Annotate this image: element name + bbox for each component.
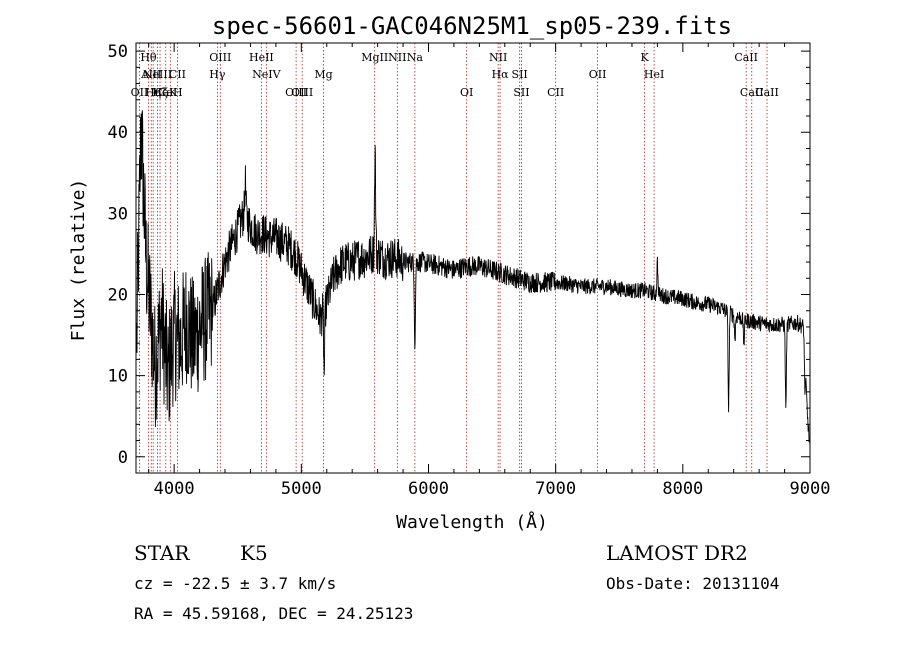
spectral-line-label: K bbox=[640, 51, 649, 64]
x-tick-label: 6000 bbox=[408, 479, 449, 499]
y-tick-label: 10 bbox=[108, 367, 128, 387]
spectral-line-label: CaK bbox=[154, 86, 178, 99]
spectral-line-label: NII bbox=[489, 51, 507, 64]
spectral-line-label: Hζ bbox=[152, 86, 168, 99]
spectral-line-label: CaII bbox=[734, 51, 758, 64]
spectral-line-label: Hα bbox=[492, 68, 510, 81]
spectral-line-label: OIII bbox=[209, 51, 231, 64]
spectral-line-label: CII bbox=[547, 86, 564, 99]
y-axis-label: Flux (relative) bbox=[68, 179, 89, 342]
survey-name: LAMOST DR2 bbox=[606, 541, 748, 565]
spectral-line-label: OIII bbox=[291, 86, 313, 99]
object-subclass: K5 bbox=[240, 541, 268, 565]
spectrum-line bbox=[136, 110, 811, 447]
spectral-line-label: HeI bbox=[644, 68, 664, 81]
y-tick-label: 20 bbox=[108, 286, 128, 306]
spectral-line-label: Hη bbox=[145, 86, 161, 99]
spectral-line-label: Mg bbox=[314, 68, 332, 81]
spectral-line-label: Na bbox=[407, 51, 424, 64]
spectral-line-label: CaII bbox=[755, 86, 779, 99]
spectral-line-label: NeIII bbox=[143, 68, 172, 81]
spectral-line-label: HeII bbox=[249, 51, 274, 64]
spectral-line-label: OII bbox=[589, 68, 607, 81]
spectral-line-label: NII bbox=[388, 51, 406, 64]
spectral-line-label: OI bbox=[460, 86, 473, 99]
spectral-line-label: CaII bbox=[740, 86, 764, 99]
x-tick-label: 7000 bbox=[535, 479, 576, 499]
coordinates: RA = 45.59168, DEC = 24.25123 bbox=[134, 604, 413, 623]
axis-tick-labels: 4000 5000 6000 7000 8000 9000 0 10 20 30 40 50 bbox=[108, 42, 831, 499]
plot-frame bbox=[135, 42, 811, 474]
y-tick-label: 40 bbox=[108, 123, 128, 143]
spectral-line-label: OII bbox=[131, 86, 149, 99]
axis-ticks bbox=[136, 43, 811, 473]
y-tick-label: 30 bbox=[108, 204, 128, 224]
chart-title: spec-56601-GAC046N25M1_sp05-239.fits bbox=[212, 12, 732, 40]
observation-date: Obs-Date: 20131104 bbox=[606, 574, 779, 593]
spectral-line-label: OIII bbox=[285, 86, 307, 99]
x-tick-label: 8000 bbox=[662, 479, 703, 499]
spectral-line-label: AlII bbox=[140, 68, 161, 81]
spectral-line-label: NeIV bbox=[252, 68, 281, 81]
spectral-line-label: SII bbox=[513, 86, 529, 99]
spectral-line-label: CaH bbox=[158, 86, 183, 99]
x-tick-label: 5000 bbox=[281, 479, 322, 499]
y-tick-label: 0 bbox=[118, 448, 128, 468]
redshift-cz: cz = -22.5 ± 3.7 km/s bbox=[134, 574, 336, 593]
spectral-line-label: SII bbox=[512, 68, 528, 81]
spectral-line-label: CII bbox=[169, 68, 186, 81]
spectral-line-label: Hγ bbox=[209, 68, 226, 81]
x-axis-label: Wavelength (Å) bbox=[396, 511, 548, 533]
object-class: STAR bbox=[134, 541, 190, 565]
x-tick-label: 4000 bbox=[154, 479, 195, 499]
spectral-line-label: Hθ bbox=[140, 51, 157, 64]
x-tick-label: 9000 bbox=[790, 479, 831, 499]
y-tick-label: 50 bbox=[108, 42, 128, 62]
spectral-line-label: MgII bbox=[361, 51, 388, 64]
spectral-line-markers bbox=[139, 43, 768, 473]
